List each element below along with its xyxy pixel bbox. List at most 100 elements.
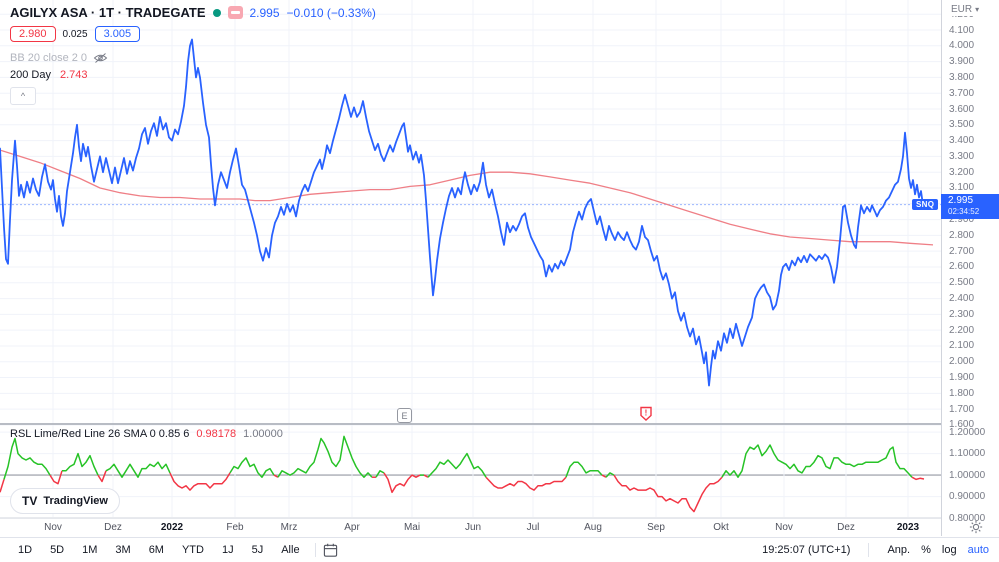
- range-button-5d[interactable]: 5D: [50, 544, 65, 556]
- price-scale-tick: 4.100: [949, 24, 975, 36]
- snq-badge: SNQ: [912, 198, 939, 210]
- symbol-title[interactable]: AGILYX ASA · 1T · TRADEGATE: [10, 5, 206, 20]
- percent-scale-button[interactable]: %: [921, 544, 931, 556]
- range-button-6m[interactable]: 6M: [148, 544, 164, 556]
- rsl-indicator-row: RSL Lime/Red Line 26 SMA 0 0.85 6 0.9817…: [10, 428, 283, 440]
- currency-dropdown[interactable]: EUR ▾: [949, 3, 982, 16]
- time-axis-label: Mai: [403, 522, 421, 533]
- time-axis-label: Apr: [344, 522, 360, 533]
- time-axis-label: Feb: [226, 522, 244, 533]
- range-button-1j[interactable]: 1J: [221, 544, 234, 556]
- price-scale-tick: 3.700: [949, 87, 975, 99]
- time-axis-label: Mrz: [280, 522, 298, 533]
- range-button-alle[interactable]: Alle: [281, 544, 300, 556]
- price-scale-tick: 3.500: [949, 119, 975, 131]
- price-scale-tick: 1.900: [949, 372, 975, 384]
- bid-ask-row: 2.980 0.025 3.005: [10, 26, 141, 42]
- rsl-scale-tick: 1.20000: [949, 426, 986, 438]
- price-scale-tick: 3.200: [949, 166, 975, 178]
- ma-indicator-value: 2.743: [59, 69, 88, 81]
- gear-icon[interactable]: [969, 520, 983, 534]
- toolbar-divider: [868, 543, 870, 557]
- currency-label: EUR: [951, 4, 973, 15]
- rsl-indicator-label[interactable]: RSL Lime/Red Line 26 SMA 0 0.85 6: [10, 428, 190, 440]
- price-change-text: −0.010 (−0.33%): [286, 5, 376, 20]
- price-scale-tick: 2.800: [949, 229, 975, 241]
- price-scale-tick: 2.600: [949, 261, 975, 273]
- collapse-indicators-button[interactable]: ^: [10, 87, 36, 105]
- time-axis-label: 2023: [896, 522, 920, 533]
- range-button-1d[interactable]: 1D: [18, 544, 33, 556]
- price-scale-tick: 2.900: [949, 214, 975, 226]
- price-scale-tick: 2.100: [949, 340, 975, 352]
- tradingview-logo-mark: TV: [22, 494, 38, 508]
- market-open-icon: [212, 8, 221, 17]
- toolbar-divider: [314, 543, 316, 557]
- tradingview-logo[interactable]: TV TradingView: [10, 488, 120, 514]
- time-axis-label: 2022: [160, 522, 184, 533]
- chart-canvas[interactable]: [0, 0, 999, 536]
- chevron-down-icon: ▾: [975, 5, 980, 14]
- price-scale-tick: 1.700: [949, 403, 975, 415]
- price-scale-tick: 2.400: [949, 293, 975, 305]
- bottom-toolbar: 1D 5D 1M 3M 6M YTD 1J 5J Alle 19:25:07 (UTC+1) A…: [0, 537, 999, 562]
- rsl-value: 0.98178: [196, 428, 237, 440]
- price-scale-tick: 3.400: [949, 135, 975, 147]
- rsl-scale-tick: 0.90000: [949, 491, 986, 503]
- price-scale[interactable]: EUR ▾ 4.2004.1004.0003.9003.8003.7003.60…: [941, 0, 999, 536]
- ma-indicator-label[interactable]: 200 Day: [10, 69, 51, 81]
- rsl-scale-tick: 0.80000: [949, 512, 986, 524]
- last-price-label: 2.995 02:34:52: [941, 193, 999, 219]
- price-scale-tick: 3.300: [949, 150, 975, 162]
- price-scale-tick: 1.800: [949, 387, 975, 399]
- price-scale-tick: 2.000: [949, 356, 975, 368]
- sell-button[interactable]: 2.980: [10, 26, 56, 42]
- auto-scale-button[interactable]: auto: [967, 544, 989, 556]
- eye-off-icon[interactable]: [93, 52, 108, 64]
- rsl-scale-tick: 1.00000: [949, 469, 986, 481]
- earnings-marker[interactable]: E: [397, 408, 412, 423]
- rsl-sma-value: 1.00000: [243, 428, 283, 440]
- tradingview-logo-text: TradingView: [43, 495, 108, 507]
- price-scale-tick: 3.600: [949, 103, 975, 115]
- price-scale-tick: 3.800: [949, 71, 975, 83]
- buy-button[interactable]: 3.005: [94, 26, 141, 42]
- rsl-scale-tick: 1.10000: [949, 448, 986, 460]
- price-scale-tick: 3.100: [949, 182, 975, 194]
- clock-display[interactable]: 19:25:07 (UTC+1): [762, 544, 851, 556]
- svg-text:!: !: [645, 409, 648, 418]
- price-scale-tick: 3.900: [949, 56, 975, 68]
- time-axis-label: Aug: [584, 522, 602, 533]
- price-scale-tick: 1.600: [949, 419, 975, 431]
- price-scale-tick: 2.200: [949, 324, 975, 336]
- range-button-5j[interactable]: 5J: [251, 544, 264, 556]
- price-scale-tick: 4.000: [949, 40, 975, 52]
- goto-date-icon[interactable]: [323, 543, 338, 558]
- bb-indicator-row: BB 20 close 2 0: [10, 52, 108, 64]
- log-scale-button[interactable]: log: [941, 544, 957, 556]
- date-range-buttons: 1D 5D 1M 3M 6M YTD 1J 5J Alle: [10, 542, 308, 558]
- bar-countdown: 02:34:52: [948, 206, 980, 216]
- ma-indicator-row: 200 Day 2.743: [10, 69, 88, 81]
- range-button-ytd[interactable]: YTD: [181, 544, 204, 556]
- time-axis-label: Jul: [526, 522, 540, 533]
- price-scale-tick: 2.700: [949, 245, 975, 257]
- symbol-header: AGILYX ASA · 1T · TRADEGATE 2.995 −0.010…: [10, 5, 376, 20]
- price-scale-tick: 2.300: [949, 308, 975, 320]
- last-price-label-value: 2.995: [948, 194, 974, 206]
- adjust-button[interactable]: Anp.: [887, 544, 911, 556]
- time-axis-label: Nov: [775, 522, 793, 533]
- data-flag-icon[interactable]: [227, 6, 243, 19]
- time-axis-label: Jun: [464, 522, 482, 533]
- price-scale-tick: 2.500: [949, 277, 975, 289]
- range-button-1m[interactable]: 1M: [82, 544, 98, 556]
- time-axis-label: Okt: [713, 522, 729, 533]
- bb-indicator-label[interactable]: BB 20 close 2 0: [10, 52, 88, 64]
- alert-shield-marker[interactable]: !: [639, 406, 653, 422]
- time-axis-label: Sep: [647, 522, 665, 533]
- range-button-3m[interactable]: 3M: [115, 544, 131, 556]
- time-axis-label: Dez: [104, 522, 122, 533]
- chevron-up-icon: ^: [20, 91, 26, 101]
- last-price-text: 2.995: [249, 5, 280, 20]
